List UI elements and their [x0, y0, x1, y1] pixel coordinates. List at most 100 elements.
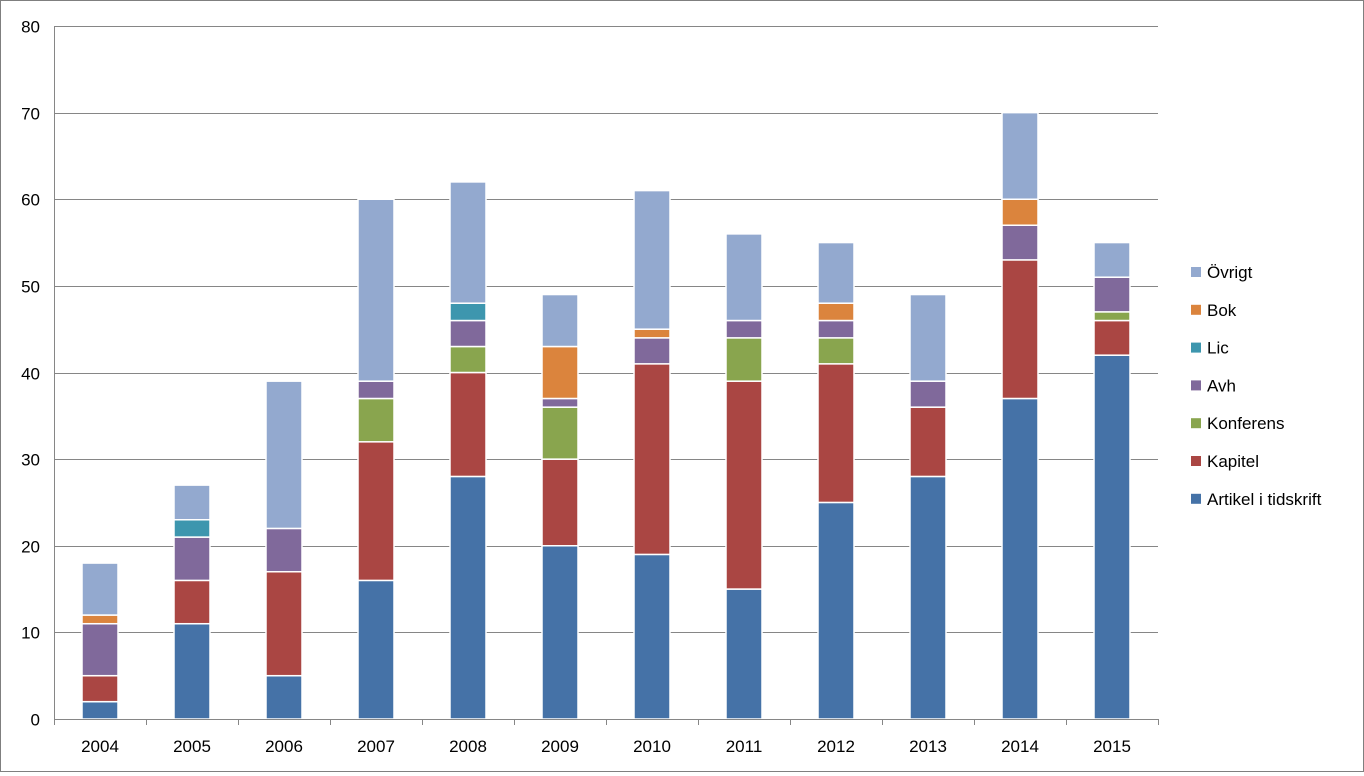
bar-segment	[81, 622, 119, 677]
x-tick-label: 2011	[726, 737, 763, 756]
bar-segment	[173, 579, 211, 625]
bar-segment	[357, 441, 395, 582]
axes: 0 10 20 30 40 50 60 70 80 2004 2005 2006 2007 2008 200…	[21, 18, 1159, 756]
y-tick-label: 60	[21, 191, 40, 210]
bar-segment	[541, 458, 579, 547]
bar-segment	[1001, 224, 1039, 261]
x-tick-label: 2005	[173, 737, 211, 756]
bar-segment	[265, 570, 303, 677]
legend-label: Lic	[1207, 339, 1229, 358]
legend-swatch	[1191, 418, 1201, 429]
gridlines	[54, 26, 1158, 720]
bar-segment	[357, 397, 395, 443]
legend-label: Kapitel	[1207, 452, 1259, 471]
x-tick-label: 2012	[817, 737, 855, 756]
bar-segment	[1093, 354, 1131, 720]
bar-segment	[909, 475, 947, 720]
bar-segment	[725, 319, 763, 339]
bar-segment	[541, 406, 579, 460]
bar-segment	[81, 614, 119, 625]
legend-swatch	[1191, 304, 1201, 315]
bar-segment	[1093, 311, 1131, 322]
x-tick-label: 2004	[81, 737, 119, 756]
legend-label: Bok	[1207, 301, 1237, 320]
legend-label: Avh	[1207, 376, 1236, 395]
x-tick-label: 2014	[1001, 737, 1039, 756]
legend-swatch	[1191, 380, 1201, 391]
x-tick-label: 2008	[449, 737, 487, 756]
bar-segment	[1093, 276, 1131, 313]
bar-segment	[449, 475, 487, 720]
bar-segment	[1001, 198, 1039, 226]
x-tick-label: 2006	[265, 737, 303, 756]
bar-segment	[541, 345, 579, 400]
bar-segment	[633, 328, 671, 339]
y-tick-label: 50	[21, 278, 40, 297]
bar-segment	[173, 484, 211, 521]
bar-segment	[449, 371, 487, 478]
bar-segment	[633, 363, 671, 556]
bar-segment	[541, 293, 579, 348]
bar-segment	[633, 553, 671, 720]
legend-swatch	[1191, 267, 1201, 277]
bar-segment	[909, 406, 947, 478]
bar-segment	[725, 588, 763, 720]
bar-segment	[909, 380, 947, 408]
y-tick-label: 40	[21, 365, 40, 384]
bar-segment	[1001, 259, 1039, 400]
x-tick-label: 2007	[357, 737, 395, 756]
bar-segment	[357, 579, 395, 720]
bar-segment	[173, 536, 211, 582]
bar-segment	[725, 337, 763, 382]
legend: Övrigt Bok Lic Avh Konferens Kapitel Artikel i…	[1191, 263, 1322, 509]
bar-segment	[357, 380, 395, 400]
y-tick-label: 70	[21, 105, 40, 124]
bar-segment	[1093, 241, 1131, 278]
bar-segment	[81, 562, 119, 616]
y-tick-label: 20	[21, 538, 40, 557]
bar-segment	[1093, 319, 1131, 356]
bar-segment	[173, 622, 211, 720]
legend-label: Övrigt	[1207, 263, 1253, 282]
bars	[81, 111, 1131, 720]
bar-segment	[81, 700, 119, 720]
bar-segment	[541, 397, 579, 408]
bar-segment	[725, 380, 763, 590]
y-tick-label: 30	[21, 451, 40, 470]
bar-segment	[541, 545, 579, 720]
bar-segment	[817, 337, 855, 365]
bar-segment	[817, 319, 855, 339]
bar-segment	[817, 501, 855, 720]
legend-swatch	[1191, 456, 1201, 466]
bar-segment	[633, 189, 671, 330]
x-tick-label: 2010	[633, 737, 671, 756]
bar-segment	[173, 519, 211, 538]
bar-segment	[725, 233, 763, 322]
legend-label: Artikel i tidskrift	[1207, 490, 1322, 509]
legend-swatch	[1191, 342, 1201, 353]
legend-label: Konferens	[1207, 414, 1285, 433]
bar-segment	[265, 674, 303, 720]
y-tick-label: 10	[21, 624, 40, 643]
bar-segment	[633, 337, 671, 365]
bar-segment	[449, 302, 487, 322]
bar-segment	[449, 319, 487, 348]
x-tick-label: 2013	[909, 737, 947, 756]
bar-segment	[265, 527, 303, 573]
bar-segment	[265, 380, 303, 530]
bar-segment	[817, 302, 855, 322]
bar-segment	[1001, 111, 1039, 200]
bar-segment	[449, 345, 487, 374]
bar-segment	[81, 674, 119, 703]
x-tick-label: 2009	[541, 737, 579, 756]
bar-segment	[817, 241, 855, 304]
bar-segment	[1001, 397, 1039, 720]
x-tick-label: 2015	[1093, 737, 1131, 756]
y-tick-label: 80	[21, 18, 40, 37]
bar-segment	[357, 198, 395, 382]
legend-swatch	[1191, 493, 1201, 504]
bar-segment	[817, 363, 855, 504]
bar-segment	[909, 293, 947, 382]
